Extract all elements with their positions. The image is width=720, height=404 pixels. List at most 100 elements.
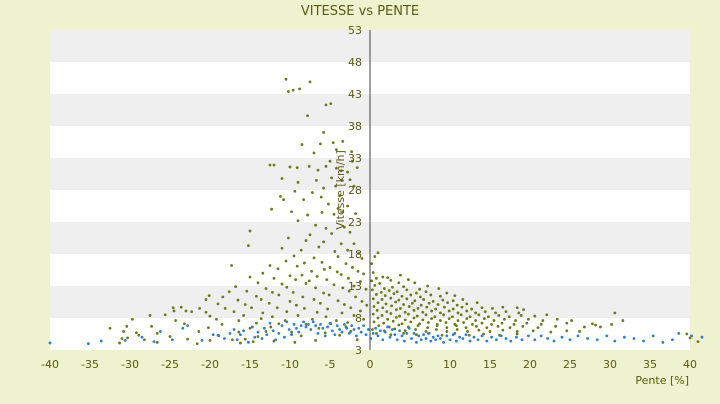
data-point <box>264 287 268 290</box>
data-point <box>328 159 332 163</box>
data-point <box>259 298 263 301</box>
data-point <box>268 321 272 325</box>
data-point <box>521 324 525 328</box>
data-point <box>306 213 309 217</box>
data-point <box>294 278 297 281</box>
data-point <box>451 333 455 337</box>
data-point <box>290 330 293 334</box>
data-point <box>271 291 274 294</box>
data-point <box>397 298 401 302</box>
data-point <box>265 333 269 337</box>
data-point <box>685 332 689 336</box>
data-point <box>494 311 497 315</box>
data-point <box>247 340 250 344</box>
data-point <box>346 204 349 208</box>
data-point <box>223 307 227 310</box>
data-point <box>264 330 268 333</box>
data-point <box>324 164 328 168</box>
data-point <box>383 330 387 334</box>
data-point <box>341 286 345 290</box>
data-point <box>496 324 500 328</box>
data-point <box>317 245 321 249</box>
data-point <box>375 276 378 280</box>
data-point <box>223 337 226 340</box>
data-point <box>327 293 331 297</box>
data-point <box>388 335 392 339</box>
data-point <box>338 328 341 331</box>
data-point <box>268 264 272 267</box>
data-point <box>319 142 322 146</box>
data-point <box>207 294 211 297</box>
data-point <box>515 335 518 339</box>
data-point <box>227 290 231 294</box>
data-point <box>379 329 382 333</box>
data-point <box>415 340 418 344</box>
data-point <box>522 308 525 312</box>
data-point <box>171 338 174 342</box>
data-point <box>159 330 162 333</box>
data-point <box>565 321 569 325</box>
data-point <box>491 307 494 310</box>
data-point <box>425 305 429 309</box>
data-point <box>386 276 389 280</box>
data-point <box>436 334 440 338</box>
data-point <box>512 323 516 326</box>
data-point <box>509 339 513 343</box>
data-point <box>341 139 345 143</box>
data-point <box>330 176 333 180</box>
data-point <box>150 324 154 328</box>
data-point <box>347 289 351 293</box>
data-point <box>415 314 419 318</box>
data-point <box>527 334 530 338</box>
data-point <box>383 287 386 290</box>
data-point <box>539 334 543 338</box>
data-point <box>208 314 212 318</box>
data-point <box>288 299 292 303</box>
data-point <box>357 326 361 330</box>
data-point <box>461 298 465 301</box>
data-point <box>328 321 332 325</box>
data-point <box>336 299 340 303</box>
data-point <box>340 179 344 182</box>
data-point <box>431 299 435 303</box>
data-point <box>312 151 316 155</box>
data-point <box>475 324 478 328</box>
data-point <box>387 289 391 292</box>
data-point <box>439 294 442 298</box>
data-point <box>285 320 289 324</box>
data-point <box>696 340 700 344</box>
data-point <box>272 276 276 280</box>
data-point <box>99 339 103 343</box>
data-point <box>126 336 129 340</box>
data-point <box>131 317 134 321</box>
data-point <box>179 305 183 309</box>
data-point <box>383 294 387 297</box>
data-point <box>307 279 311 283</box>
data-point <box>301 295 305 299</box>
data-point <box>211 333 215 337</box>
data-point <box>282 198 285 202</box>
data-point <box>243 303 247 306</box>
data-point <box>426 326 429 329</box>
data-point <box>326 325 329 329</box>
y-tick-label: 23 <box>348 216 362 229</box>
data-point <box>232 328 236 331</box>
data-point <box>347 331 351 335</box>
data-point <box>405 288 409 292</box>
data-point <box>430 309 433 313</box>
data-point <box>352 314 356 317</box>
data-point <box>234 285 238 289</box>
data-point <box>578 330 581 333</box>
data-point <box>352 328 356 331</box>
data-point <box>195 342 199 345</box>
data-point <box>332 283 336 287</box>
data-point <box>237 330 241 334</box>
data-point <box>348 230 352 234</box>
data-point <box>497 314 501 317</box>
data-point <box>599 325 602 329</box>
data-point <box>323 334 327 338</box>
data-point <box>371 271 375 274</box>
data-point <box>545 313 549 317</box>
data-point <box>293 340 297 344</box>
y-tick-label: 38 <box>348 120 362 133</box>
